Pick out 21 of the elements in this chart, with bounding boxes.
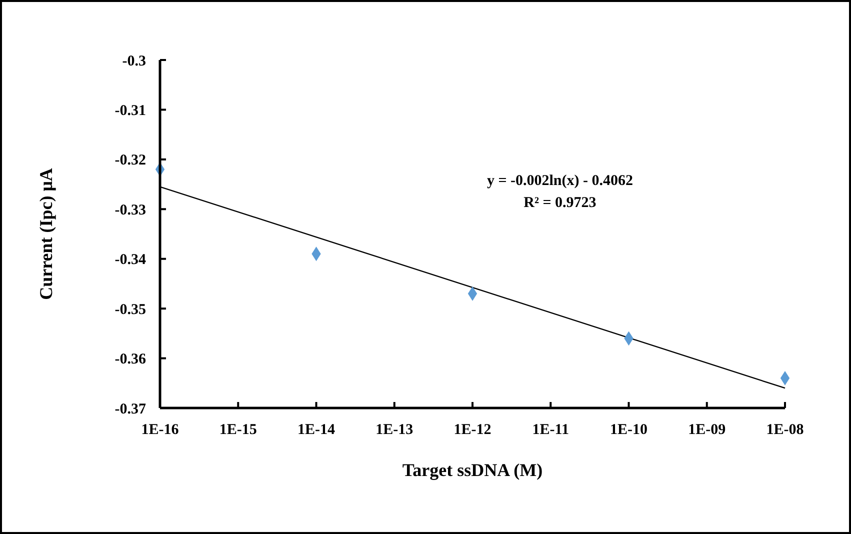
x-tick-label: 1E-12 [454, 422, 492, 438]
y-tick-label: -0.31 [114, 102, 146, 119]
y-tick-label: -0.34 [114, 252, 146, 268]
x-tick-label: 1E-15 [219, 422, 257, 438]
y-tick-label: -0.37 [114, 401, 146, 418]
y-axis-title: Current (Ipc) μA [36, 168, 56, 300]
y-tick-label: -0.32 [114, 152, 146, 169]
y-tick-label: -0.35 [114, 302, 146, 318]
x-tick-label: 1E-11 [532, 422, 569, 438]
x-tick-label: 1E-13 [376, 422, 414, 438]
y-tick-label: -0.33 [114, 202, 146, 218]
y-tick-label: -0.3 [122, 53, 146, 70]
x-tick-label: 1E-10 [610, 422, 648, 438]
x-tick-label: 1E-16 [141, 422, 180, 438]
x-axis-title: Target ssDNA (M) [402, 460, 543, 480]
annotation: y = -0.002ln(x) - 0.4062 [486, 173, 634, 189]
x-tick-label: 1E-08 [766, 422, 804, 438]
x-tick-label: 1E-09 [688, 422, 726, 438]
annotation: R² = 0.9723 [524, 195, 596, 211]
x-tick-label: 1E-14 [298, 422, 336, 438]
y-tick-label: -0.36 [114, 352, 146, 368]
